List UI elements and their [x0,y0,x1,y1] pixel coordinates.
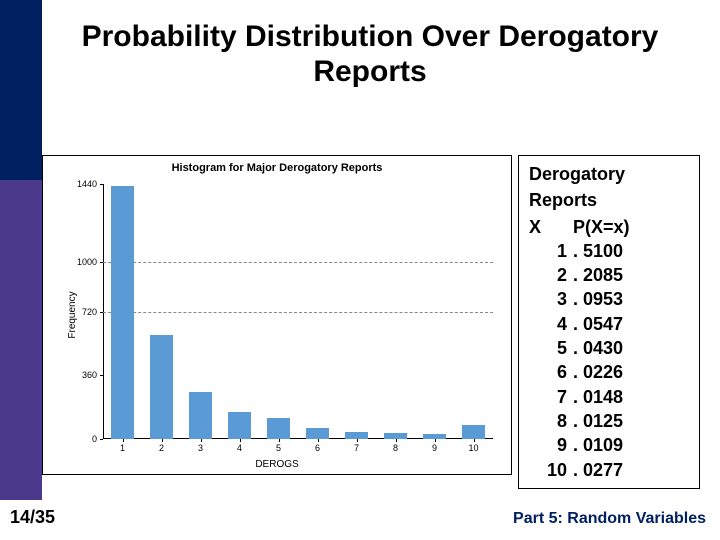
y-tick-label: 720 [82,307,97,317]
slide: Probability Distribution Over Derogatory… [0,0,720,540]
x-tick [240,439,241,442]
sidebar-bottom [0,180,42,500]
y-tick [100,262,103,263]
chart-plot-area: 03607201000144012345678910 [103,184,493,439]
x-tick-label: 10 [468,443,478,453]
histogram-chart: Histogram for Major Derogatory Reports F… [42,155,512,475]
table-cell-x: 7 [529,385,573,409]
table-cell-x: 6 [529,360,573,384]
x-tick [474,439,475,442]
table-cell-p: . 5100 [573,239,689,263]
chart-x-label: DEROGS [43,459,511,470]
table-cell-p: . 0109 [573,433,689,457]
x-tick [396,439,397,442]
x-tick-label: 4 [237,443,242,453]
x-tick-label: 2 [159,443,164,453]
histogram-bar [111,186,134,439]
table-row: 2. 2085 [529,263,689,287]
x-tick-label: 7 [354,443,359,453]
table-row: 4. 0547 [529,312,689,336]
x-tick-label: 8 [393,443,398,453]
table-header-2: Reports [529,188,689,212]
table-cell-x: 9 [529,433,573,457]
histogram-bar [150,335,173,439]
table-cell-x: 2 [529,263,573,287]
x-tick-label: 9 [432,443,437,453]
col-p-header: P(X=x) [573,215,689,239]
table-row: 6. 0226 [529,360,689,384]
y-tick [100,439,103,440]
x-tick-label: 3 [198,443,203,453]
y-tick [100,312,103,313]
y-tick [100,184,103,185]
table-cell-p: . 0953 [573,287,689,311]
table-cell-x: 1 [529,239,573,263]
table-cell-p: . 0430 [573,336,689,360]
histogram-bar [345,432,368,439]
x-tick [123,439,124,442]
page-number: 14/35 [10,507,55,528]
sidebar-top [0,0,42,180]
col-x-header: X [529,215,573,239]
table-row: 1. 5100 [529,239,689,263]
y-tick-label: 1000 [77,257,97,267]
probability-table: Derogatory Reports X P(X=x) 1. 51002. 20… [518,155,700,489]
gridline [103,262,493,263]
table-cell-p: . 0125 [573,409,689,433]
table-row: 5. 0430 [529,336,689,360]
table-cell-p: . 0148 [573,385,689,409]
table-cell-x: 5 [529,336,573,360]
table-row: 8. 0125 [529,409,689,433]
y-tick-label: 1440 [77,179,97,189]
histogram-bar [189,392,212,439]
x-tick-label: 5 [276,443,281,453]
y-tick-label: 360 [82,370,97,380]
chart-title: Histogram for Major Derogatory Reports [43,162,511,174]
section-label: Part 5: Random Variables [513,510,706,528]
histogram-bar [462,425,485,439]
histogram-bar [306,428,329,439]
histogram-bar [228,412,251,439]
table-cell-p: . 0547 [573,312,689,336]
table-row: 3. 0953 [529,287,689,311]
x-tick [357,439,358,442]
table-column-headers: X P(X=x) [529,215,689,239]
slide-title: Probability Distribution Over Derogatory… [60,20,680,89]
x-tick-label: 1 [120,443,125,453]
slide-sidebar [0,0,42,500]
table-cell-x: 10 [529,458,573,482]
table-cell-p: . 2085 [573,263,689,287]
y-tick [100,375,103,376]
histogram-bar [267,418,290,439]
table-cell-x: 8 [529,409,573,433]
x-tick [162,439,163,442]
x-tick [435,439,436,442]
chart-y-label: Frequency [67,291,78,338]
table-header-1: Derogatory [529,162,689,186]
table-cell-x: 4 [529,312,573,336]
x-tick [201,439,202,442]
table-row: 10. 0277 [529,458,689,482]
y-tick-label: 0 [92,434,97,444]
gridline [103,312,493,313]
table-row: 9. 0109 [529,433,689,457]
table-cell-p: . 0226 [573,360,689,384]
x-tick-label: 6 [315,443,320,453]
table-row: 7. 0148 [529,385,689,409]
x-tick [318,439,319,442]
table-cell-x: 3 [529,287,573,311]
x-tick [279,439,280,442]
table-cell-p: . 0277 [573,458,689,482]
